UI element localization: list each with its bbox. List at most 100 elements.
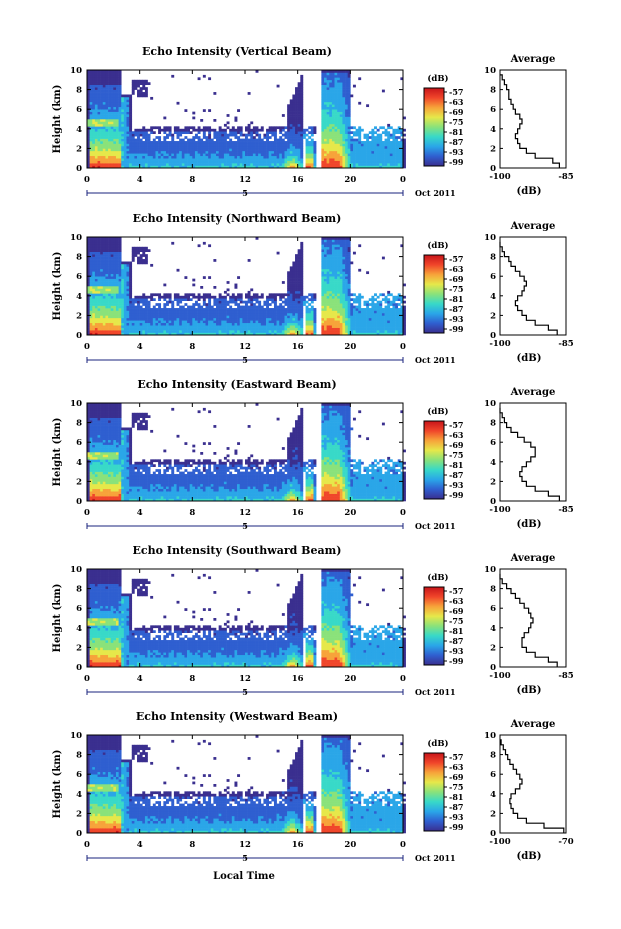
heatmap-cell xyxy=(102,92,106,95)
heatmap-cell xyxy=(297,106,301,110)
heatmap-cell xyxy=(337,276,341,279)
heatmap-cell xyxy=(100,330,104,333)
heatmap-cell xyxy=(268,327,272,331)
heatmap-cell xyxy=(260,150,264,154)
heatmap-cell xyxy=(89,116,93,120)
heatmap-cell xyxy=(345,268,348,272)
heatmap-cell xyxy=(273,165,277,169)
heatmap-cell xyxy=(155,160,159,164)
heatmap-cell xyxy=(110,317,114,321)
heatmap-cell xyxy=(376,136,380,139)
heatmap-cell xyxy=(105,101,109,105)
heatmap-cell xyxy=(100,254,104,257)
heatmap-cell xyxy=(284,136,288,139)
heatmap-cell xyxy=(250,141,254,144)
heatmap-cell xyxy=(200,325,204,328)
heatmap-cell xyxy=(331,300,335,304)
heatmap-cell xyxy=(218,131,222,134)
heatmap-cell xyxy=(321,259,325,262)
heatmap-cell xyxy=(150,145,154,149)
heatmap-cell xyxy=(97,241,101,245)
heatmap-cell xyxy=(292,332,296,336)
heatmap-cell xyxy=(89,295,93,299)
heatmap-cell xyxy=(102,138,106,142)
heatmap-cell xyxy=(97,111,101,115)
heatmap-cell xyxy=(287,303,291,306)
heatmap-cell xyxy=(94,72,98,76)
heatmap-cell xyxy=(273,303,277,306)
heatmap-cell xyxy=(108,111,111,115)
heatmap-cell xyxy=(255,300,259,304)
heatmap-cell xyxy=(376,153,380,157)
heatmap-cell xyxy=(368,141,372,144)
heatmap-cell xyxy=(155,150,159,154)
heatmap-cell xyxy=(173,310,177,314)
heatmap-cell xyxy=(331,259,335,262)
heatmap-cell xyxy=(268,312,272,316)
heatmap-cell xyxy=(200,310,204,314)
heatmap-cell xyxy=(137,312,140,316)
heatmap-cell xyxy=(94,312,98,316)
heatmap-cell xyxy=(97,119,101,122)
heatmap-cell xyxy=(121,276,125,279)
heatmap-cell xyxy=(334,293,338,297)
heatmap-cell xyxy=(105,138,109,142)
heatmap-cell xyxy=(118,111,122,115)
heatmap-cell xyxy=(187,153,190,157)
heatmap-cell xyxy=(284,293,288,297)
heatmap-cell xyxy=(313,155,317,159)
heatmap-cell xyxy=(347,293,351,297)
heatmap-cell xyxy=(102,327,106,331)
heatmap-cell xyxy=(155,327,159,331)
heatmap-cell xyxy=(121,148,125,152)
heatmap-cell xyxy=(310,300,314,304)
heatmap-cell xyxy=(281,155,285,159)
heatmap-cell xyxy=(147,133,151,137)
heatmap-cell xyxy=(163,325,167,328)
heatmap-cell xyxy=(331,143,335,147)
heatmap-cell xyxy=(342,109,346,112)
heatmap-cell xyxy=(89,143,93,147)
heatmap-cell xyxy=(326,281,330,284)
heatmap-cell xyxy=(350,136,354,139)
heatmap-cell xyxy=(300,244,304,248)
heatmap-cell xyxy=(144,143,148,147)
heatmap-cell xyxy=(118,104,122,108)
heatmap-cell xyxy=(176,310,180,314)
heatmap-cell xyxy=(247,332,251,336)
heatmap-cell xyxy=(352,131,356,134)
heatmap-cell xyxy=(397,153,401,157)
heatmap-cell xyxy=(147,148,151,152)
heatmap-cell xyxy=(347,244,351,248)
heatmap-cell xyxy=(213,320,217,324)
heatmap-cell xyxy=(218,148,222,152)
heatmap-cell xyxy=(337,241,341,245)
heatmap-cell xyxy=(400,141,404,144)
heatmap-cell xyxy=(287,114,291,117)
heatmap-cell xyxy=(245,330,248,333)
heatmap-cell xyxy=(92,312,96,316)
heatmap-cell xyxy=(263,133,267,137)
heatmap-cell xyxy=(94,322,98,326)
heatmap-cell xyxy=(295,145,298,149)
heatmap-cell xyxy=(379,165,383,169)
heatmap-cell xyxy=(108,276,111,279)
heatmap-cell xyxy=(347,143,351,147)
heatmap-cell xyxy=(250,330,254,333)
heatmap-cell xyxy=(292,126,296,130)
heatmap-cell xyxy=(258,138,262,142)
heatmap-cell xyxy=(326,330,330,333)
heatmap-cell xyxy=(276,163,280,166)
heatmap-cell xyxy=(210,325,214,328)
heatmap-cell xyxy=(345,72,348,76)
heatmap-cell xyxy=(126,114,130,117)
heatmap-cell xyxy=(160,327,164,331)
heatmap-cell xyxy=(89,79,93,83)
heatmap-cell xyxy=(210,128,214,132)
heatmap-cell xyxy=(308,160,312,164)
heatmap-cell xyxy=(118,320,122,324)
heatmap-cell xyxy=(105,320,109,324)
heatmap-cell xyxy=(121,263,125,267)
heatmap-cell xyxy=(202,315,206,319)
heatmap-cell xyxy=(321,320,325,324)
